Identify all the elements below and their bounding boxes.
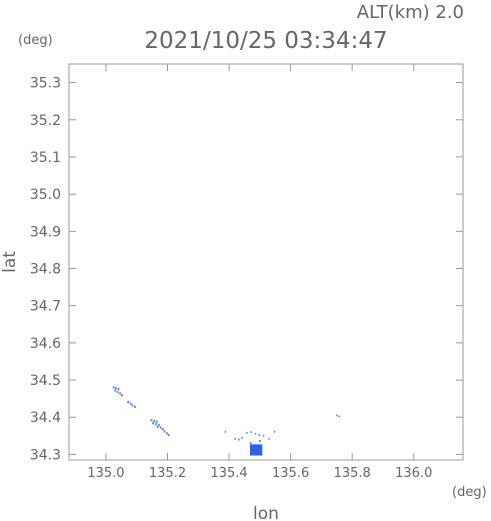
data-point: [268, 437, 270, 440]
y-axis-label: lat: [0, 251, 20, 273]
data-point: [224, 430, 227, 433]
data-point: [258, 439, 261, 443]
data-point: [155, 420, 158, 423]
y-tick-label: 34.5: [30, 373, 61, 389]
x-tick-label: 135.6: [272, 466, 309, 481]
altitude-label: ALT(km) 2.0: [357, 2, 464, 23]
data-point: [156, 425, 159, 429]
x-tick-label: 135.0: [87, 466, 124, 481]
data-point: [262, 434, 265, 437]
x-tick-label: 135.2: [149, 466, 186, 481]
data-point: [112, 386, 115, 389]
data-point-cluster: [249, 444, 263, 456]
data-point: [157, 423, 160, 427]
x-tick-label: 135.8: [334, 466, 371, 481]
data-point: [150, 419, 153, 422]
data-point: [338, 415, 341, 418]
data-point: [117, 387, 120, 391]
y-tick-label: 34.7: [30, 299, 61, 315]
data-point: [129, 402, 132, 405]
plot-frame: [68, 63, 464, 461]
data-point: [246, 431, 248, 434]
data-point: [163, 430, 166, 433]
data-point: [258, 434, 260, 437]
y-unit-label: (deg): [18, 33, 53, 48]
data-point: [114, 389, 117, 392]
data-point: [153, 419, 156, 423]
data-point: [336, 414, 338, 417]
data-point: [154, 423, 157, 426]
data-point: [161, 428, 164, 431]
y-tick-label: 35.0: [30, 187, 61, 203]
data-point: [159, 426, 162, 429]
y-tick-label: 35.2: [30, 113, 61, 129]
data-point: [250, 431, 252, 434]
y-tick-label: 34.6: [30, 336, 61, 352]
y-tick-label: 34.9: [30, 224, 61, 240]
y-tick-label: 35.1: [30, 150, 61, 166]
x-tick-label: 136.0: [395, 466, 432, 481]
data-point: [127, 400, 130, 404]
data-point: [121, 394, 123, 397]
data-point: [273, 430, 276, 433]
data-point: [152, 422, 154, 425]
data-point: [119, 392, 122, 395]
data-point: [165, 432, 168, 435]
axis-tick-labels: 135.0 135.2 135.4 135.6 135.8 136.0 34.3 34.4 34…: [30, 76, 433, 481]
data-point: [254, 433, 257, 435]
x-tick-label: 135.4: [210, 466, 247, 481]
y-tick-label: 35.3: [30, 76, 61, 92]
axis-ticks: [69, 64, 463, 460]
data-point: [238, 438, 240, 441]
data-point: [134, 405, 137, 408]
y-tick-label: 34.3: [30, 447, 61, 463]
x-axis-label: lon: [253, 504, 279, 521]
x-unit-label: (deg): [452, 485, 487, 500]
y-tick-label: 34.4: [30, 410, 61, 426]
timestamp-title: 2021/10/25 03:34:47: [144, 28, 387, 54]
data-point: [115, 387, 118, 390]
data-point: [116, 390, 119, 394]
data-points: [112, 386, 341, 456]
data-point: [167, 433, 170, 437]
data-point: [234, 437, 236, 440]
y-tick-label: 34.8: [30, 262, 61, 278]
data-point: [241, 437, 243, 439]
data-point: [249, 442, 252, 445]
data-point: [131, 404, 134, 407]
